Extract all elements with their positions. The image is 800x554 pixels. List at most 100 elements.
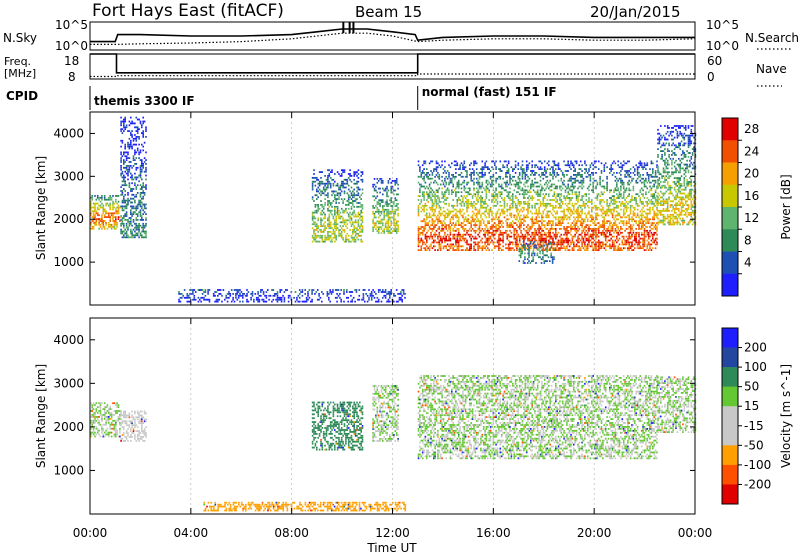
power-cell xyxy=(567,241,569,244)
power-cell xyxy=(603,228,606,230)
power-cell xyxy=(438,216,441,219)
power-cell xyxy=(423,172,425,174)
power-cell xyxy=(642,237,644,240)
power-cell xyxy=(618,249,621,251)
power-cell xyxy=(496,224,499,226)
power-cell xyxy=(386,201,388,203)
power-cell xyxy=(470,229,472,232)
power-cell xyxy=(646,197,649,199)
power-cell xyxy=(316,227,318,229)
power-cell xyxy=(588,189,590,192)
power-cell xyxy=(635,235,637,238)
power-cell xyxy=(491,166,493,169)
power-cell xyxy=(324,234,326,237)
power-cell xyxy=(331,238,333,241)
power-cell xyxy=(538,245,540,248)
power-cell xyxy=(478,177,481,180)
power-cell xyxy=(390,201,392,203)
power-cell xyxy=(356,221,358,224)
power-cell xyxy=(124,151,126,154)
power-cell xyxy=(433,245,435,248)
power-cell xyxy=(610,247,612,250)
power-cell xyxy=(621,228,624,230)
power-cell xyxy=(352,190,354,193)
power-cell xyxy=(320,182,322,185)
power-cell xyxy=(353,236,355,239)
power-cell xyxy=(552,175,554,178)
power-cell xyxy=(121,207,124,210)
power-cell xyxy=(498,208,500,211)
power-cell xyxy=(101,216,103,218)
power-cell xyxy=(602,231,604,234)
power-cell xyxy=(603,216,606,219)
power-cell xyxy=(647,208,650,211)
power-cell xyxy=(121,220,124,223)
power-cell xyxy=(120,159,122,161)
figure-title: Fort Hays East (fitACF) xyxy=(92,1,284,21)
power-cell xyxy=(646,181,649,184)
power-cell xyxy=(136,166,139,169)
power-cell xyxy=(329,209,332,212)
power-cell xyxy=(577,187,579,190)
power-cell xyxy=(538,195,540,197)
power-cell xyxy=(545,233,547,236)
power-cell xyxy=(130,222,132,225)
power-cell xyxy=(566,235,568,238)
power-cell xyxy=(620,174,622,176)
power-cell xyxy=(452,218,454,221)
power-cell xyxy=(499,177,502,180)
power-cell xyxy=(475,172,478,174)
power-cell xyxy=(628,175,630,178)
power-cell xyxy=(475,187,478,190)
power-cell xyxy=(430,216,432,219)
power-cell xyxy=(481,175,484,178)
power-cell xyxy=(360,240,362,243)
power-cell xyxy=(130,213,132,215)
power-cell xyxy=(517,235,520,238)
power-cell xyxy=(134,172,136,175)
power-cell xyxy=(90,200,92,203)
power-cell xyxy=(427,229,429,232)
power-cell xyxy=(543,166,546,169)
power-cell xyxy=(435,202,438,205)
power-cell xyxy=(397,224,399,227)
power-cell xyxy=(112,218,114,220)
power-cell xyxy=(475,243,478,246)
power-cell xyxy=(602,179,604,182)
power-cell xyxy=(471,220,474,223)
power-cell xyxy=(535,191,538,194)
power-cell xyxy=(560,241,563,244)
power-cell xyxy=(620,195,622,197)
power-cell xyxy=(455,191,457,194)
power-cell xyxy=(377,180,380,182)
power-cell xyxy=(314,225,317,227)
power-cell xyxy=(451,245,453,248)
power-cell xyxy=(426,175,428,178)
power-cell xyxy=(444,233,446,236)
power-cell xyxy=(643,241,646,244)
power-cell xyxy=(349,211,351,214)
power-cell xyxy=(390,220,392,223)
power-cell xyxy=(581,224,583,226)
power-cell xyxy=(579,199,582,201)
power-cell xyxy=(390,212,392,215)
power-cell xyxy=(496,239,499,242)
power-cell xyxy=(339,221,342,224)
power-cell xyxy=(503,199,506,201)
power-cell xyxy=(433,208,435,211)
power-cell xyxy=(324,225,326,227)
power-cell xyxy=(394,222,397,225)
power-cell xyxy=(592,222,594,224)
power-cell xyxy=(574,235,576,238)
power-cell xyxy=(336,211,339,214)
power-cell xyxy=(642,222,644,224)
power-cell xyxy=(500,220,503,223)
power-cell xyxy=(635,237,637,240)
power-cell xyxy=(573,166,575,169)
power-cell xyxy=(652,172,654,174)
power-cell xyxy=(524,175,527,178)
power-cell xyxy=(130,176,132,179)
power-cell xyxy=(564,189,567,192)
power-cell xyxy=(507,235,510,238)
power-cell xyxy=(627,206,629,209)
